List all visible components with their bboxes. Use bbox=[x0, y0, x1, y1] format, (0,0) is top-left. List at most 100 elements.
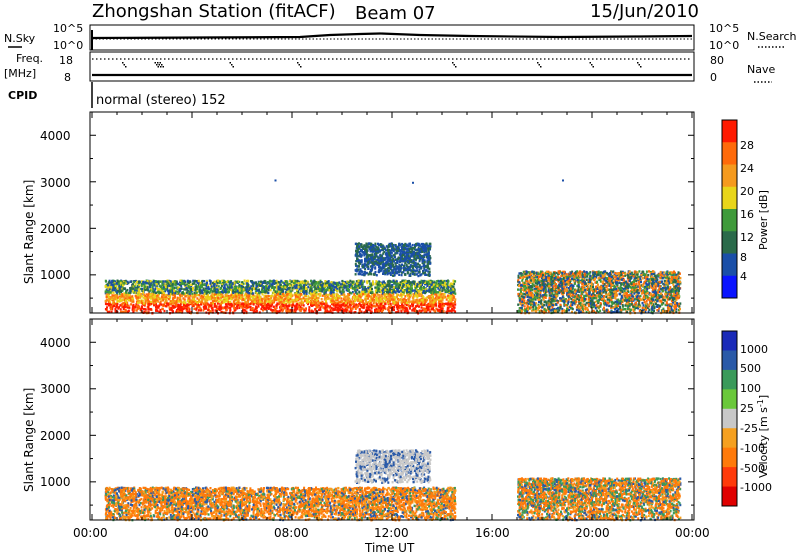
range-time-cell bbox=[150, 297, 152, 300]
range-time-cell bbox=[107, 302, 110, 306]
range-time-cell bbox=[310, 282, 313, 285]
range-time-cell bbox=[438, 293, 441, 297]
range-time-cell bbox=[364, 298, 367, 301]
range-time-cell bbox=[105, 303, 108, 306]
range-time-cell bbox=[108, 279, 111, 283]
range-time-cell bbox=[376, 289, 379, 292]
range-time-cell bbox=[403, 279, 406, 283]
range-time-cell bbox=[213, 302, 216, 306]
range-time-cell bbox=[245, 292, 248, 295]
range-time-cell bbox=[185, 288, 187, 291]
range-time-cell bbox=[452, 309, 455, 312]
range-time-cell bbox=[223, 279, 225, 283]
range-time-cell bbox=[312, 296, 315, 299]
range-time-cell bbox=[187, 297, 190, 300]
range-time-cell bbox=[215, 285, 218, 288]
range-time-cell bbox=[434, 293, 437, 296]
range-time-cell bbox=[242, 298, 245, 301]
range-time-cell bbox=[171, 292, 174, 295]
range-time-cell bbox=[243, 279, 246, 282]
range-time-cell bbox=[111, 284, 114, 287]
range-time-cell bbox=[289, 310, 292, 314]
range-time-cell bbox=[441, 305, 444, 308]
range-time-cell bbox=[330, 306, 333, 310]
range-time-cell bbox=[144, 308, 147, 311]
range-time-cell bbox=[266, 287, 269, 290]
range-time-cell bbox=[237, 298, 240, 302]
range-time-cell bbox=[333, 281, 336, 285]
range-time-cell bbox=[400, 282, 403, 286]
range-time-cell bbox=[277, 285, 280, 288]
range-time-cell bbox=[434, 310, 437, 313]
range-time-cell bbox=[343, 284, 346, 287]
range-time-cell bbox=[136, 304, 139, 307]
range-time-cell bbox=[288, 287, 290, 290]
range-time-cell bbox=[375, 296, 378, 299]
range-time-cell bbox=[440, 285, 443, 288]
range-time-cell bbox=[304, 309, 307, 312]
range-time-cell bbox=[406, 293, 408, 296]
range-time-cell bbox=[136, 286, 139, 289]
range-time-cell bbox=[426, 282, 429, 285]
range-time-cell bbox=[453, 306, 456, 309]
range-time-cell bbox=[193, 307, 196, 310]
range-time-cell bbox=[151, 285, 154, 288]
range-time-cell bbox=[278, 300, 281, 304]
range-time-cell bbox=[149, 302, 152, 305]
range-time-cell bbox=[251, 292, 254, 295]
range-time-cell bbox=[202, 309, 205, 312]
range-time-cell bbox=[205, 300, 208, 304]
freq-nave-panel: Freq. [MHz] 18 8 80 0 Nave bbox=[4, 51, 775, 84]
range-time-cell bbox=[254, 310, 257, 313]
range-time-cell bbox=[144, 301, 147, 304]
range-time-cell bbox=[324, 288, 327, 292]
range-time-cell bbox=[149, 281, 152, 284]
range-time-cell bbox=[439, 282, 442, 285]
range-time-cell bbox=[272, 309, 275, 312]
range-time-cell bbox=[114, 283, 117, 286]
range-time-cell bbox=[214, 288, 217, 291]
range-time-cell bbox=[314, 289, 317, 292]
range-time-cell bbox=[381, 289, 384, 292]
range-time-cell bbox=[410, 283, 413, 287]
range-time-cell bbox=[244, 300, 247, 304]
range-time-cell bbox=[445, 279, 448, 283]
range-time-cell bbox=[277, 280, 280, 284]
range-time-cell bbox=[260, 291, 263, 294]
range-time-cell bbox=[310, 299, 312, 303]
range-time-cell bbox=[240, 285, 243, 288]
range-time-cell bbox=[179, 295, 182, 298]
nsky-panel: N.Sky 10^5 10^0 10^5 10^0 N.Search bbox=[4, 22, 797, 52]
range-time-cell bbox=[359, 304, 362, 307]
range-time-cell bbox=[254, 287, 257, 290]
range-time-cell bbox=[225, 294, 228, 298]
range-time-cell bbox=[153, 302, 156, 305]
range-time-cell bbox=[304, 286, 307, 289]
range-time-cell bbox=[324, 280, 327, 283]
range-time-cell bbox=[346, 302, 349, 305]
range-time-cell bbox=[362, 285, 365, 289]
range-time-cell bbox=[297, 290, 299, 293]
range-time-cell bbox=[143, 285, 146, 289]
range-time-cell bbox=[281, 309, 284, 313]
range-time-cell bbox=[176, 296, 179, 299]
range-time-cell bbox=[242, 288, 245, 291]
range-time-cell bbox=[334, 301, 337, 305]
range-time-cell bbox=[295, 286, 297, 289]
range-time-cell bbox=[351, 290, 354, 294]
range-time-cell bbox=[383, 293, 386, 296]
range-time-cell bbox=[121, 294, 124, 297]
range-time-cell bbox=[151, 287, 154, 290]
range-time-cell bbox=[213, 293, 216, 296]
range-time-cell bbox=[411, 289, 414, 292]
range-time-cell bbox=[113, 288, 116, 292]
range-time-cell bbox=[279, 295, 282, 298]
range-time-cell bbox=[194, 293, 197, 296]
range-time-cell bbox=[434, 285, 437, 288]
range-time-cell bbox=[171, 306, 174, 310]
range-time-cell bbox=[167, 302, 170, 305]
range-time-cell bbox=[420, 301, 423, 304]
range-time-cell bbox=[419, 286, 421, 290]
range-time-cell bbox=[118, 295, 121, 298]
range-time-cell bbox=[125, 282, 128, 285]
